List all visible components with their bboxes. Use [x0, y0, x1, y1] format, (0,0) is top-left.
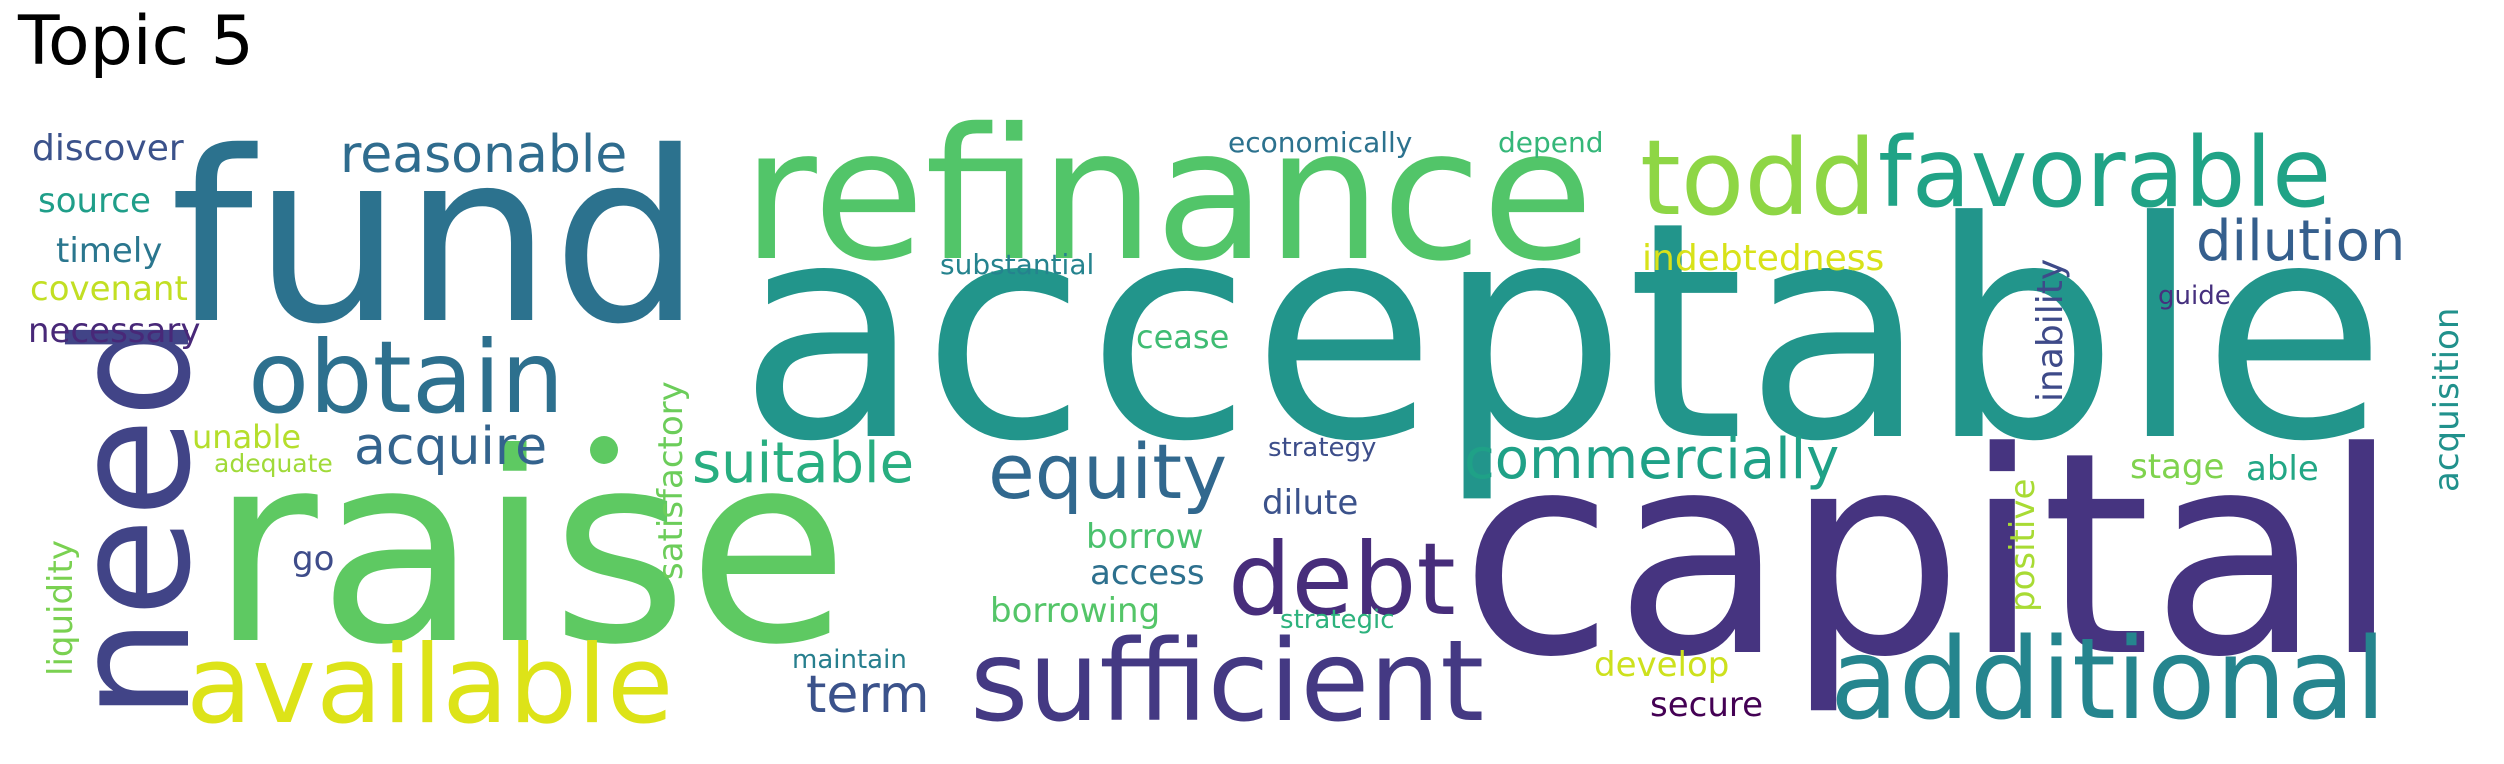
word-go: go [292, 539, 334, 579]
word-debt: debt [1228, 521, 1456, 638]
word-indebtedness: indebtedness [1642, 238, 1884, 279]
word-capital: capital [1460, 393, 2400, 719]
word-borrowing: borrowing [990, 591, 1160, 631]
word-borrow: borrow [1086, 517, 1204, 557]
word-guide: guide [2158, 281, 2231, 311]
word-positive: positive [2003, 479, 2043, 612]
word-sufficient: sufficient [970, 617, 1484, 747]
word-suitable: suitable [692, 431, 914, 496]
word-satisfactory: satisfactory [651, 381, 691, 580]
word-reasonable: reasonable [340, 125, 627, 185]
word-todd: todd [1640, 117, 1876, 239]
word-depend: depend [1498, 126, 1604, 159]
word-refinance: refinance [742, 89, 1594, 301]
word-additional: additional [1830, 615, 2386, 745]
word-strategy: strategy [1268, 433, 1376, 463]
word-raise: raise [210, 397, 849, 702]
word-unable: unable [192, 418, 301, 456]
word-available: available [186, 623, 673, 748]
word-maintain: maintain [792, 645, 907, 675]
word-cease: cease [1136, 318, 1229, 356]
word-dilute: dilute [1262, 483, 1358, 523]
word-acceptable: acceptable [738, 158, 2387, 507]
word-acquire: acquire [354, 417, 547, 477]
decorative-dot [590, 436, 618, 464]
word-term: term [806, 665, 930, 725]
word-access: access [1090, 553, 1205, 593]
word-substantial: substantial [940, 248, 1094, 281]
word-develop: develop [1594, 645, 1729, 685]
word-need: need [39, 315, 227, 720]
word-equity: equity [988, 427, 1227, 516]
word-commercially: commercially [1464, 427, 1839, 492]
word-able: able [2246, 449, 2319, 489]
word-adequate: adequate [214, 449, 333, 478]
word-strategic: strategic [1280, 605, 1395, 635]
word-acquisition: acquisition [2427, 308, 2467, 492]
word-source: source [38, 181, 151, 221]
word-fund: fund [170, 101, 702, 376]
word-obtain: obtain [248, 319, 564, 436]
word-inability: inability [2030, 259, 2071, 402]
word-timely: timely [56, 231, 162, 271]
word-dilution: dilution [2196, 209, 2405, 274]
word-favorable: favorable [1878, 117, 2331, 229]
word-secure: secure [1650, 685, 1763, 725]
word-stage: stage [2130, 447, 2224, 487]
word-covenant: covenant [30, 269, 188, 309]
word-necessary: necessary [28, 311, 200, 351]
chart-title: Topic 5 [18, 2, 254, 81]
word-discover: discover [32, 128, 184, 169]
word-economically: economically [1228, 126, 1412, 159]
word-liquidity: liquidity [41, 540, 81, 676]
